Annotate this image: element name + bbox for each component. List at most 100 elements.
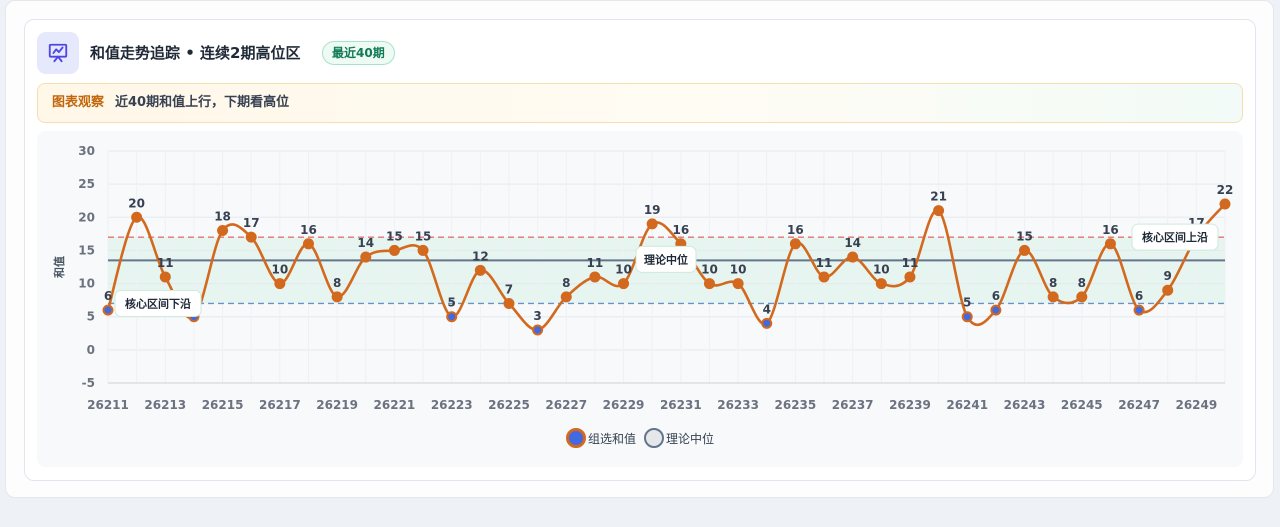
data-point bbox=[360, 251, 372, 263]
y-tick-label: 30 bbox=[78, 144, 95, 158]
median-annotation-box bbox=[635, 245, 697, 273]
legend-item-median[interactable]: 理论中位 bbox=[644, 428, 714, 448]
data-point bbox=[474, 264, 486, 276]
data-point bbox=[1219, 198, 1231, 210]
x-tick-label: 26221 bbox=[374, 398, 416, 412]
data-point bbox=[875, 278, 887, 290]
upper-bound-annotation: 核心区间上沿 bbox=[1131, 223, 1219, 251]
x-tick-label: 26245 bbox=[1061, 398, 1103, 412]
x-tick-label: 26223 bbox=[431, 398, 473, 412]
data-label: 22 bbox=[1217, 183, 1234, 197]
data-label: 12 bbox=[472, 249, 489, 263]
median-annotation-text: 理论中位 bbox=[644, 252, 688, 266]
x-tick-label: 26235 bbox=[775, 398, 817, 412]
data-label: 8 bbox=[333, 276, 341, 290]
data-point bbox=[990, 304, 1002, 316]
data-label: 8 bbox=[1049, 276, 1057, 290]
data-label: 10 bbox=[271, 263, 288, 277]
legend-label-series: 组选和值 bbox=[587, 431, 636, 446]
x-tick-label: 26215 bbox=[202, 398, 244, 412]
data-label: 11 bbox=[902, 256, 919, 270]
lower-bound-annotation: 核心区间下沿 bbox=[114, 289, 202, 317]
data-point bbox=[1019, 244, 1031, 256]
data-label: 16 bbox=[1102, 223, 1119, 237]
x-tick-label: 26237 bbox=[832, 398, 874, 412]
data-point bbox=[274, 278, 286, 290]
lower-bound-annotation-text: 核心区间下沿 bbox=[125, 296, 191, 310]
data-label: 6 bbox=[992, 289, 1000, 303]
x-tick-label: 26227 bbox=[545, 398, 587, 412]
x-tick-label: 26213 bbox=[144, 398, 186, 412]
data-point bbox=[789, 238, 801, 250]
data-point bbox=[560, 291, 572, 303]
data-label: 11 bbox=[816, 256, 833, 270]
legend-item-series[interactable]: 组选和值 bbox=[565, 428, 636, 448]
data-point bbox=[302, 238, 314, 250]
observation-banner: 图表观察 近40期和值上行，下期看高位 bbox=[37, 83, 1243, 123]
data-label: 11 bbox=[587, 256, 604, 270]
x-tick-label: 26231 bbox=[660, 398, 702, 412]
x-tick-label: 26229 bbox=[603, 398, 645, 412]
chart-legend: 组选和值 理论中位 bbox=[0, 428, 1280, 448]
data-point bbox=[102, 304, 114, 316]
data-label: 19 bbox=[644, 203, 661, 217]
upper-bound-annotation-text: 核心区间上沿 bbox=[1142, 230, 1208, 244]
x-tick-label: 26249 bbox=[1175, 398, 1217, 412]
data-label: 14 bbox=[844, 236, 861, 250]
data-label: 16 bbox=[672, 223, 689, 237]
data-label: 7 bbox=[505, 282, 513, 296]
chart-title: 和值走势追踪 • 连续2期高位区 bbox=[90, 44, 301, 62]
x-tick-label: 26247 bbox=[1118, 398, 1160, 412]
data-label: 18 bbox=[214, 210, 231, 224]
data-point bbox=[503, 297, 515, 309]
legend-swatch-median bbox=[644, 428, 664, 448]
data-point bbox=[933, 205, 945, 217]
data-point bbox=[417, 244, 429, 256]
data-label: 5 bbox=[963, 296, 971, 310]
data-point bbox=[1047, 291, 1059, 303]
legend-swatch-series bbox=[565, 428, 586, 448]
data-label: 10 bbox=[701, 263, 718, 277]
period-badge: 最近40期 bbox=[322, 41, 395, 65]
x-tick-label: 26233 bbox=[717, 398, 759, 412]
x-tick-label: 26243 bbox=[1004, 398, 1046, 412]
data-label: 3 bbox=[533, 309, 541, 323]
data-label: 16 bbox=[300, 223, 317, 237]
data-label: 10 bbox=[615, 263, 632, 277]
observation-label: 图表观察 bbox=[52, 95, 105, 110]
y-tick-label: 0 bbox=[87, 343, 95, 357]
data-label: 6 bbox=[104, 289, 112, 303]
data-label: 20 bbox=[128, 196, 145, 210]
data-label: 11 bbox=[157, 256, 174, 270]
data-label: 17 bbox=[243, 216, 260, 230]
median-annotation: 理论中位 bbox=[635, 245, 697, 273]
x-tick-label: 26219 bbox=[316, 398, 358, 412]
legend-label-median: 理论中位 bbox=[666, 431, 715, 446]
y-axis-label: 和值 bbox=[52, 256, 66, 278]
series-line bbox=[106, 203, 1226, 332]
data-point bbox=[961, 311, 973, 323]
data-point bbox=[904, 271, 916, 283]
data-label: 21 bbox=[930, 190, 947, 204]
data-label: 10 bbox=[730, 263, 747, 277]
y-tick-label: 20 bbox=[78, 210, 95, 224]
data-point bbox=[847, 251, 859, 263]
data-point bbox=[732, 278, 744, 290]
data-label: 15 bbox=[386, 229, 403, 243]
x-tick-label: 26217 bbox=[259, 398, 301, 412]
data-label: 8 bbox=[1078, 276, 1086, 290]
y-tick-label: 15 bbox=[78, 243, 95, 257]
y-tick-label: -5 bbox=[82, 376, 95, 390]
x-tick-label: 26225 bbox=[488, 398, 530, 412]
data-point bbox=[1076, 291, 1088, 303]
data-label: 10 bbox=[873, 263, 890, 277]
y-tick-label: 10 bbox=[78, 277, 95, 291]
x-tick-label: 26239 bbox=[889, 398, 931, 412]
data-label: 16 bbox=[787, 223, 804, 237]
x-tick-label: 26211 bbox=[87, 398, 129, 412]
observation-text: 近40期和值上行，下期看高位 bbox=[115, 95, 290, 110]
upper-bound-annotation-box bbox=[1131, 223, 1219, 251]
data-label: 4 bbox=[763, 302, 771, 316]
data-label: 5 bbox=[448, 296, 456, 310]
data-point bbox=[159, 271, 171, 283]
